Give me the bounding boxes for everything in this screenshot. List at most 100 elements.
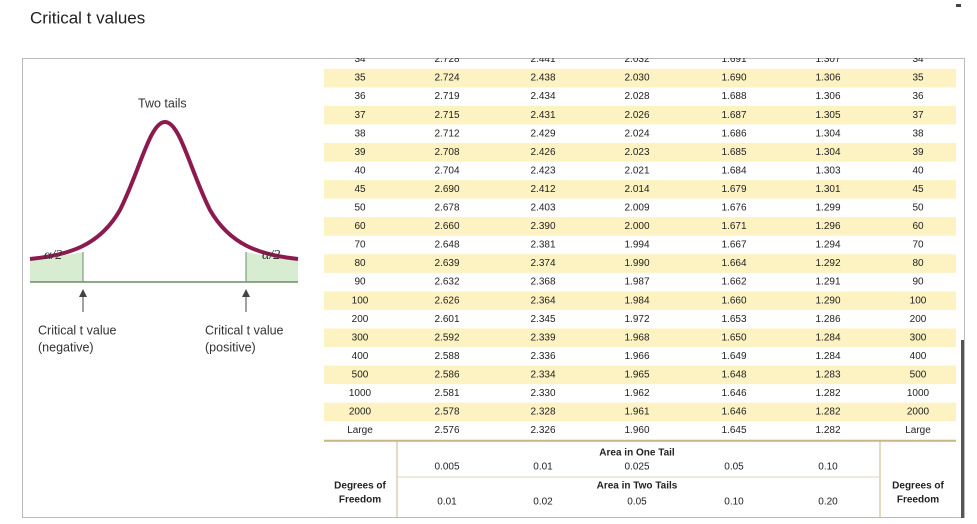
value-cell: 1.304: [815, 128, 840, 139]
value-cell: 1.684: [721, 165, 746, 176]
value-cell: 2.403: [530, 203, 555, 214]
value-cell: 1.282: [815, 425, 840, 436]
df-cell: 2000: [349, 407, 372, 418]
value-cell: 2.328: [530, 407, 555, 418]
value-cell: 2.026: [624, 110, 649, 121]
df-cell: Large: [347, 425, 373, 436]
right-tail-area: [246, 252, 298, 282]
footer-value: 0.025: [624, 462, 649, 473]
value-cell: 2.423: [530, 165, 555, 176]
df-cell: 38: [354, 128, 366, 139]
value-cell: 2.578: [434, 407, 459, 418]
critical-label: Critical t value: [38, 323, 117, 337]
value-cell: 1.646: [721, 407, 746, 418]
value-cell: 1.994: [624, 240, 649, 251]
value-cell: 2.708: [434, 147, 459, 158]
row-band: [324, 254, 956, 273]
value-cell: 2.712: [434, 128, 459, 139]
df-cell: 40: [912, 165, 924, 176]
value-cell: 2.429: [530, 128, 555, 139]
df-cell: 200: [352, 314, 369, 325]
value-cell: 2.639: [434, 258, 459, 269]
value-cell: 1.686: [721, 128, 746, 139]
value-cell: 2.576: [434, 425, 459, 436]
value-cell: 1.687: [721, 110, 746, 121]
df-cell: 80: [912, 258, 924, 269]
value-cell: 1.304: [815, 147, 840, 158]
df-cell: 300: [352, 332, 369, 343]
row-band: [324, 291, 956, 310]
df-cell: 500: [910, 369, 927, 380]
df-cell: 300: [910, 332, 927, 343]
value-cell: 2.724: [434, 73, 459, 84]
footer-value: 0.10: [818, 462, 838, 473]
value-cell: 1.307: [815, 54, 840, 65]
value-cell: 2.023: [624, 147, 649, 158]
value-cell: 1.645: [721, 425, 746, 436]
df-cell: Large: [905, 425, 931, 436]
value-cell: 1.671: [721, 221, 746, 232]
t-table: 34 2.728 2.441 2.032 1.691 1.307 34 35 2.724 2.43…: [324, 54, 956, 518]
df-cell: 500: [352, 369, 369, 380]
df-cell: 100: [352, 295, 369, 306]
footer-label: Degrees of: [334, 481, 386, 492]
value-cell: 1.679: [721, 184, 746, 195]
df-cell: 34: [354, 54, 366, 65]
value-cell: 1.306: [815, 73, 840, 84]
df-cell: 90: [354, 277, 366, 288]
value-cell: 2.728: [434, 54, 459, 65]
area-label: α/2: [262, 248, 280, 263]
df-cell: 45: [354, 184, 366, 195]
value-cell: 1.646: [721, 388, 746, 399]
value-cell: 2.381: [530, 240, 555, 251]
value-cell: 2.678: [434, 203, 459, 214]
value-cell: 1.990: [624, 258, 649, 269]
df-cell: 90: [912, 277, 924, 288]
value-cell: 2.715: [434, 110, 459, 121]
page-title: Critical t values: [30, 8, 145, 27]
value-cell: 1.987: [624, 277, 649, 288]
df-cell: 40: [354, 165, 366, 176]
value-cell: 2.438: [530, 73, 555, 84]
footer-label: Area in Two Tails: [597, 481, 678, 492]
window-control[interactable]: [956, 4, 961, 7]
value-cell: 2.426: [530, 147, 555, 158]
footer-label: Degrees of: [892, 481, 944, 492]
value-cell: 1.968: [624, 332, 649, 343]
distribution-diagram: Two tails α/2 α/2 Critical t value (nega…: [29, 96, 299, 354]
value-cell: 1.965: [624, 369, 649, 380]
df-cell: 70: [912, 240, 924, 251]
value-cell: 1.984: [624, 295, 649, 306]
value-cell: 2.719: [434, 91, 459, 102]
value-cell: 2.009: [624, 203, 649, 214]
value-cell: 2.390: [530, 221, 555, 232]
value-cell: 1.286: [815, 314, 840, 325]
value-cell: 1.653: [721, 314, 746, 325]
value-cell: 1.294: [815, 240, 840, 251]
value-cell: 2.581: [434, 388, 459, 399]
df-cell: 100: [910, 295, 927, 306]
footer-value: 0.10: [724, 497, 744, 508]
critical-label: (negative): [38, 340, 94, 354]
df-cell: 80: [354, 258, 366, 269]
df-cell: 39: [354, 147, 366, 158]
scrollbar[interactable]: [961, 340, 964, 518]
row-band: [324, 328, 956, 348]
value-cell: 1.284: [815, 332, 840, 343]
value-cell: 1.282: [815, 407, 840, 418]
footer-value: 0.05: [627, 497, 647, 508]
row-band: [324, 217, 956, 236]
value-cell: 1.291: [815, 277, 840, 288]
df-cell: 50: [354, 203, 366, 214]
value-cell: 2.330: [530, 388, 555, 399]
value-cell: 1.650: [721, 332, 746, 343]
value-cell: 2.024: [624, 128, 649, 139]
df-cell: 60: [354, 221, 366, 232]
row-band: [324, 402, 956, 422]
df-cell: 400: [352, 351, 369, 362]
value-cell: 1.960: [624, 425, 649, 436]
value-cell: 1.972: [624, 314, 649, 325]
value-cell: 1.667: [721, 240, 746, 251]
value-cell: 1.664: [721, 258, 746, 269]
df-cell: 39: [912, 147, 924, 158]
